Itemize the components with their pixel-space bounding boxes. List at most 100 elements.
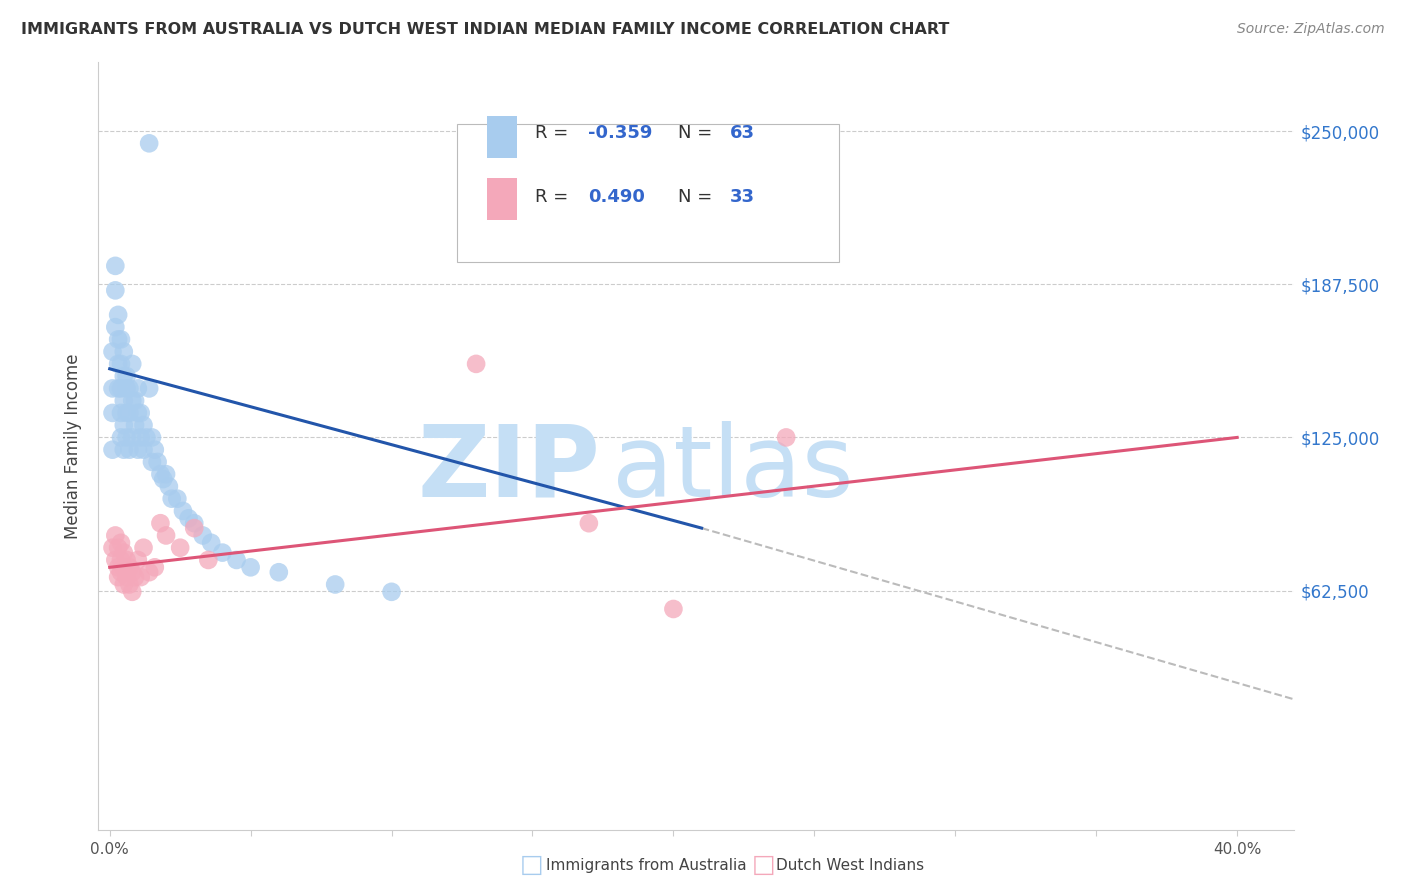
Point	[578, 516, 600, 531]
Point	[157, 479, 180, 493]
Point	[149, 516, 172, 531]
Point	[115, 430, 138, 444]
Point	[112, 577, 135, 591]
Text: 33: 33	[730, 187, 755, 206]
Point	[101, 442, 124, 457]
Point	[172, 504, 194, 518]
Point	[107, 308, 129, 322]
Point	[239, 560, 262, 574]
Point	[127, 553, 149, 567]
Point	[118, 381, 141, 395]
Point	[110, 332, 132, 346]
Point	[267, 566, 290, 580]
Point	[465, 357, 488, 371]
Point	[112, 560, 135, 574]
Point	[115, 570, 138, 584]
Point	[121, 393, 143, 408]
Point	[183, 521, 205, 535]
Point	[135, 430, 157, 444]
Point	[112, 442, 135, 457]
Point	[200, 536, 222, 550]
Y-axis label: Median Family Income: Median Family Income	[65, 353, 83, 539]
Point	[104, 320, 127, 334]
Point	[323, 577, 346, 591]
Point	[107, 357, 129, 371]
Point	[169, 541, 191, 555]
Point	[152, 472, 174, 486]
Point	[225, 553, 247, 567]
Text: ZIP: ZIP	[418, 420, 600, 517]
Point	[101, 406, 124, 420]
Text: -0.359: -0.359	[589, 124, 652, 142]
Point	[143, 560, 166, 574]
Point	[107, 570, 129, 584]
Point	[110, 357, 132, 371]
FancyBboxPatch shape	[486, 116, 517, 158]
Point	[107, 381, 129, 395]
Point	[115, 553, 138, 567]
Point	[160, 491, 183, 506]
Text: Dutch West Indians: Dutch West Indians	[776, 858, 924, 872]
Point	[127, 442, 149, 457]
Point	[138, 566, 160, 580]
Point	[132, 541, 155, 555]
Point	[132, 442, 155, 457]
Point	[124, 393, 146, 408]
Point	[129, 406, 152, 420]
Point	[121, 357, 143, 371]
Point	[380, 584, 402, 599]
Point	[110, 566, 132, 580]
Point	[112, 546, 135, 560]
Point	[112, 344, 135, 359]
Point	[129, 430, 152, 444]
Point	[183, 516, 205, 531]
Text: □: □	[520, 854, 544, 877]
Text: R =: R =	[534, 187, 579, 206]
Point	[110, 406, 132, 420]
Point	[127, 406, 149, 420]
Point	[775, 430, 797, 444]
Text: N =: N =	[678, 124, 718, 142]
Point	[155, 528, 177, 542]
Point	[118, 442, 141, 457]
Text: 0.490: 0.490	[589, 187, 645, 206]
Text: IMMIGRANTS FROM AUSTRALIA VS DUTCH WEST INDIAN MEDIAN FAMILY INCOME CORRELATION : IMMIGRANTS FROM AUSTRALIA VS DUTCH WEST …	[21, 22, 949, 37]
Point	[112, 418, 135, 433]
Point	[107, 541, 129, 555]
Point	[110, 381, 132, 395]
Point	[101, 344, 124, 359]
Point	[662, 602, 685, 616]
Point	[110, 536, 132, 550]
Point	[149, 467, 172, 482]
Point	[101, 381, 124, 395]
Text: atlas: atlas	[613, 420, 853, 517]
Point	[115, 406, 138, 420]
Point	[104, 528, 127, 542]
Point	[115, 381, 138, 395]
Point	[110, 553, 132, 567]
Point	[104, 284, 127, 298]
Point	[121, 566, 143, 580]
Point	[124, 418, 146, 433]
Point	[141, 430, 163, 444]
Point	[118, 577, 141, 591]
FancyBboxPatch shape	[457, 124, 839, 262]
Text: □: □	[752, 854, 776, 877]
Point	[191, 528, 214, 542]
Point	[112, 393, 135, 408]
Point	[101, 541, 124, 555]
Point	[112, 369, 135, 384]
Text: Immigrants from Australia: Immigrants from Australia	[546, 858, 747, 872]
Text: N =: N =	[678, 187, 718, 206]
Point	[166, 491, 188, 506]
Point	[155, 467, 177, 482]
Point	[138, 381, 160, 395]
Point	[121, 584, 143, 599]
Point	[104, 259, 127, 273]
Point	[107, 332, 129, 346]
Point	[132, 418, 155, 433]
Point	[118, 560, 141, 574]
Point	[141, 455, 163, 469]
Text: R =: R =	[534, 124, 574, 142]
Point	[138, 136, 160, 151]
